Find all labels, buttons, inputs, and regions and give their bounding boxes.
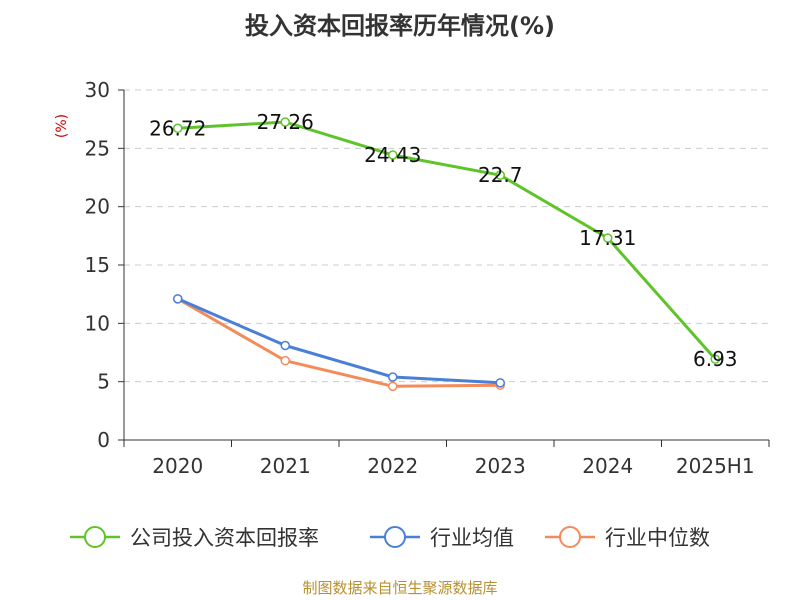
legend-marker: [84, 526, 106, 548]
axes: 0 5 10 15 20 25 30 2020 2021 2022 2023 2024 2025H1: [85, 78, 770, 478]
source-note: 制图数据来自恒生聚源数据库: [302, 579, 497, 597]
y-tick-label: 25: [85, 136, 110, 160]
legend-label: 公司投入资本回报率: [130, 526, 319, 550]
legend: 公司投入资本回报率 行业均值 行业中位数: [70, 526, 710, 550]
x-tick-label: 2021: [260, 454, 311, 478]
y-tick-label: 30: [85, 78, 110, 102]
y-tick-label: 15: [85, 253, 110, 277]
y-tick-label: 5: [97, 370, 110, 394]
data-label: 26.72: [149, 116, 206, 140]
data-point: [388, 372, 398, 382]
series-line: [177, 297, 501, 388]
data-point: [388, 150, 398, 160]
data-label: 6.93: [693, 347, 738, 371]
data-label: 22.7: [478, 163, 523, 187]
data-point: [280, 355, 290, 366]
y-tick-label: 0: [97, 428, 110, 452]
data-point: [388, 381, 398, 392]
x-tick-label: 2020: [152, 454, 203, 478]
data-point: [495, 170, 505, 180]
data-labels: 26.72 27.26 24.43 22.7 17.31 6.93: [149, 110, 737, 371]
y-tick-label: 10: [85, 311, 110, 335]
series-group: [173, 117, 720, 392]
data-point: [173, 294, 183, 304]
y-tick-label: 20: [85, 195, 110, 219]
legend-marker: [559, 526, 581, 548]
data-label: 17.31: [579, 226, 636, 250]
y-axis-unit-label: (%): [54, 114, 70, 138]
series-line: [177, 297, 501, 385]
data-label: 27.26: [257, 110, 314, 134]
legend-label: 行业中位数: [605, 526, 710, 550]
grid-lines: [124, 89, 769, 383]
legend-label: 行业均值: [430, 526, 514, 550]
legend-marker: [384, 526, 406, 548]
series-line: [177, 120, 717, 361]
x-tick-label: 2025H1: [676, 454, 755, 478]
data-point: [495, 378, 505, 388]
chart-title: 投入资本回报率历年情况(%): [245, 12, 555, 40]
x-tick-label: 2024: [582, 454, 633, 478]
x-tick-label: 2022: [367, 454, 418, 478]
data-point: [280, 340, 290, 351]
x-tick-label: 2023: [475, 454, 526, 478]
data-point: [173, 123, 183, 134]
data-label: 24.43: [364, 143, 421, 167]
data-point: [280, 117, 290, 127]
data-point: [603, 233, 613, 243]
data-point: [710, 354, 720, 364]
